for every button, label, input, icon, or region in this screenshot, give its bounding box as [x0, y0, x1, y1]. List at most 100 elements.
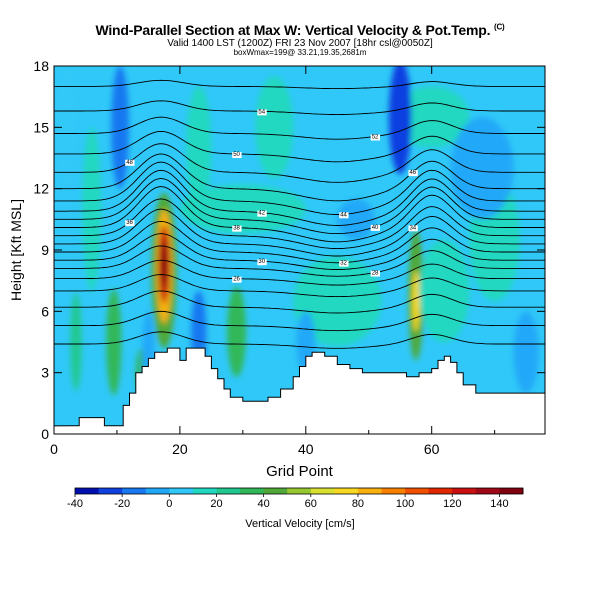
- theta-line-10: [54, 186, 545, 243]
- colorbar-swatch-17: [475, 488, 500, 494]
- colorbar-swatch-7: [240, 488, 265, 494]
- colorbar-swatch-5: [192, 488, 217, 494]
- velocity-cell-21: [111, 66, 129, 189]
- theta-label-bg-14: [408, 170, 418, 177]
- colorbar-swatch-0: [75, 488, 99, 494]
- theta-label-7: 32: [340, 261, 347, 267]
- colorbar-swatch-13: [381, 488, 406, 494]
- theta-label-4: 26: [233, 277, 240, 283]
- velocity-cell-13: [393, 86, 470, 148]
- theta-line-2: [54, 290, 545, 314]
- colorbar-tick-label-6: 80: [352, 498, 364, 510]
- velocity-cell-5: [412, 270, 420, 332]
- theta-label-bg-4: [232, 276, 242, 283]
- y-tick-label-2: 6: [41, 303, 49, 319]
- colorbar-tick-label-7: 100: [396, 498, 414, 510]
- theta-label-12: 42: [258, 211, 265, 217]
- theta-label-13: 44: [340, 212, 347, 218]
- valid-time: Valid 1400 LST (1200Z) FRI 23 Nov 2007 […: [167, 38, 433, 49]
- velocity-cell-10: [293, 256, 382, 347]
- theta-label-16: 50: [233, 152, 240, 158]
- theta-label-6: 30: [258, 259, 265, 265]
- theta-label-15: 48: [126, 160, 133, 166]
- colorbar-tick-label-3: 20: [210, 498, 222, 510]
- colorbar-swatch-12: [357, 488, 382, 494]
- title-mark: (C): [494, 22, 505, 32]
- theta-label-bg-12: [257, 210, 267, 217]
- x-tick-label-0: 0: [50, 441, 58, 457]
- theta-label-bg-18: [257, 109, 267, 116]
- theta-line-12: [54, 169, 545, 226]
- theta-label-bg-8: [408, 225, 418, 232]
- y-tick-label-1: 3: [41, 365, 49, 381]
- y-tick-label-3: 9: [41, 242, 49, 258]
- theta-label-bg-7: [339, 260, 349, 267]
- colorbar-swatch-3: [145, 488, 170, 494]
- theta-label-18: 54: [258, 109, 265, 115]
- colorbar-tick-label-0: -40: [67, 498, 83, 510]
- theta-line-8: [54, 208, 545, 257]
- y-axis-label: Height [Kft MSL]: [8, 199, 24, 301]
- velocity-cell-16: [186, 86, 212, 210]
- chart-title-text: Wind-Parallel Section at Max W: Vertical…: [95, 22, 491, 38]
- colorbar-frame: [74, 487, 524, 495]
- colorbar-swatch-14: [405, 488, 430, 494]
- theta-line-18: [54, 100, 545, 116]
- velocity-cell-24: [450, 117, 514, 220]
- theta-label-5: 28: [372, 271, 379, 277]
- colorbar-swatch-18: [499, 488, 524, 494]
- colorbar-tick-label-9: 140: [490, 498, 508, 510]
- y-tick-label-6: 18: [33, 58, 49, 74]
- velocity-cell-18: [388, 66, 412, 175]
- velocity-cell-26: [513, 311, 539, 394]
- theta-contours: 26 28 30 32 34 36 38 40 42 44 46 48 50 52 54: [54, 79, 545, 349]
- theta-label-bg-10: [232, 225, 242, 232]
- colorbar-tick-label-1: -20: [114, 498, 130, 510]
- x-tick-label-2: 40: [298, 441, 314, 457]
- terrain-mask: [54, 347, 545, 434]
- theta-line-0: [54, 331, 545, 349]
- theta-label-bg-16: [232, 151, 242, 158]
- colorbar-tick-label-5: 60: [305, 498, 317, 510]
- colorbar-swatch-6: [216, 488, 241, 494]
- colorbar-swatch-15: [428, 488, 453, 494]
- theta-label-bg-9: [125, 220, 135, 227]
- theta-label-bg-6: [257, 259, 267, 266]
- colorbar-swatch-9: [287, 488, 312, 494]
- theta-line-19: [54, 79, 545, 90]
- colorbar: -40 -20 0 20 40 60 80 100 120 140 Vertical Velocit…: [67, 487, 524, 530]
- theta-line-14: [54, 153, 545, 202]
- theta-label-8: 34: [409, 225, 416, 231]
- colorbar-tick-label-4: 40: [258, 498, 270, 510]
- colorbar-swatch-1: [98, 488, 123, 494]
- terrain: [54, 347, 545, 434]
- theta-line-7: [54, 220, 545, 264]
- velocity-cell-12: [255, 76, 294, 179]
- colorbar-swatch-4: [169, 488, 194, 494]
- velocity-cell-6: [106, 288, 122, 396]
- box-max-info: boxWmax=199@ 33.21,19.35,2681m: [233, 48, 367, 57]
- colorbar-swatch-8: [263, 488, 288, 494]
- colorbar-tick-label-8: 120: [443, 498, 461, 510]
- theta-line-5: [54, 245, 545, 277]
- theta-label-bg-5: [370, 270, 381, 277]
- velocity-cell-7: [227, 286, 246, 377]
- x-tick-label-3: 60: [424, 441, 440, 457]
- theta-label-bg-11: [370, 224, 381, 231]
- theta-label-14: 46: [409, 170, 416, 176]
- chart-title: Wind-Parallel Section at Max W: Vertical…: [0, 22, 600, 38]
- x-axis-label: Grid Point: [266, 463, 334, 480]
- colorbar-swatch-2: [122, 488, 147, 494]
- colorbar-swatch-11: [334, 488, 359, 494]
- theta-label-17: 52: [372, 134, 379, 140]
- velocity-cell-3: [161, 239, 168, 289]
- theta-label-bg-13: [339, 212, 349, 219]
- velocity-cell-25: [54, 66, 80, 189]
- x-tick-label-1: 20: [172, 441, 188, 457]
- theta-label-9: 36: [126, 220, 133, 226]
- velocity-cell-11: [179, 184, 306, 234]
- theta-label-10: 38: [233, 226, 240, 232]
- y-tick-label-4: 12: [33, 181, 49, 197]
- colorbar-label: Vertical Velocity [cm/s]: [245, 518, 354, 530]
